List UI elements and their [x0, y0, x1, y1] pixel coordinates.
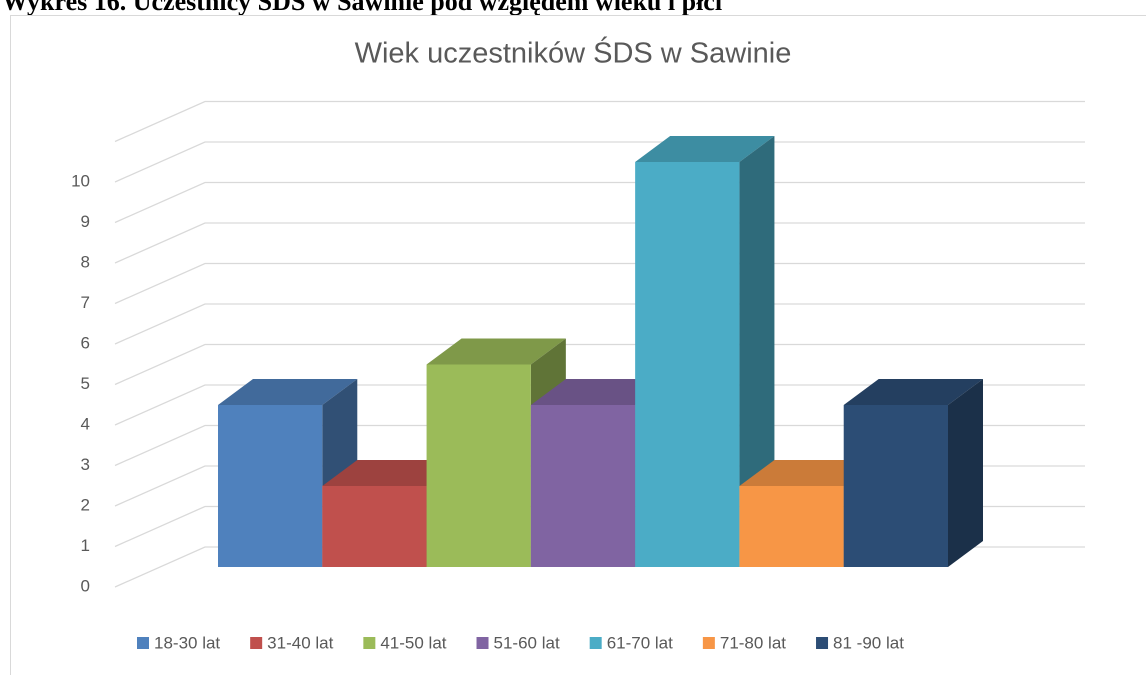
- grid-line: [114, 100, 1085, 143]
- legend-label: 71-80 lat: [720, 633, 786, 652]
- grid-line: [114, 222, 1085, 264]
- y-tick-label: 9: [81, 212, 90, 231]
- bar-front: [635, 162, 740, 567]
- grid-line: [114, 181, 1085, 224]
- legend-swatch: [589, 637, 602, 649]
- bar-front: [426, 364, 531, 567]
- legend-label: 81 -90 lat: [833, 633, 904, 652]
- bar-front: [530, 405, 636, 567]
- bar-front: [843, 405, 948, 567]
- legend-label: 31-40 lat: [267, 633, 333, 652]
- grid-line: [114, 262, 1085, 305]
- bar-front: [322, 486, 427, 567]
- legend-label: 41-50 lat: [380, 633, 446, 652]
- bar-front: [218, 405, 323, 567]
- bar-side: [948, 379, 983, 567]
- bar-top: [218, 379, 358, 405]
- y-tick-label: 0: [81, 576, 90, 595]
- y-tick-label: 8: [81, 252, 90, 271]
- y-tick-label: 2: [81, 495, 90, 514]
- legend-label: 61-70 lat: [607, 633, 673, 652]
- bar-top: [843, 379, 983, 405]
- legend-swatch: [363, 637, 376, 649]
- bar: [635, 136, 775, 567]
- legend-label: 18-30 lat: [154, 633, 220, 652]
- grid-line: [114, 303, 1085, 345]
- bar-top: [426, 338, 566, 365]
- legend-swatch: [250, 637, 263, 649]
- caption: Wykres 16. Uczestnicy ŚDS w Sawinie pod …: [2, 0, 722, 16]
- bar-side: [739, 136, 775, 567]
- y-tick-label: 1: [81, 536, 90, 555]
- y-tick-label: 6: [81, 333, 90, 352]
- chart-frame: [10, 15, 1146, 675]
- grid-line: [114, 424, 1085, 467]
- bar-top: [635, 136, 775, 162]
- grid-line: [114, 141, 1085, 183]
- y-tick-label: 10: [71, 171, 90, 190]
- bar-front: [739, 486, 844, 567]
- y-tick-label: 4: [81, 414, 90, 433]
- y-tick-label: 7: [81, 293, 90, 312]
- legend-swatch: [816, 637, 829, 649]
- chart-title: Wiek uczestników ŚDS w Sawinie: [355, 36, 792, 70]
- legend-swatch: [702, 637, 715, 649]
- legend-label: 51-60 lat: [494, 633, 560, 652]
- bar: [843, 379, 983, 567]
- legend-swatch: [476, 637, 489, 649]
- grid-line: [114, 343, 1085, 386]
- legend-swatch: [137, 637, 149, 649]
- y-tick-label: 5: [81, 374, 90, 393]
- y-tick-label: 3: [81, 455, 90, 474]
- grid-line: [114, 384, 1085, 426]
